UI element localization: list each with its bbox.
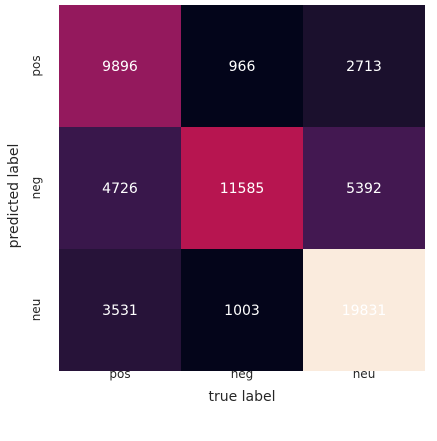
heatmap-cell-neu-neu [303, 249, 425, 371]
cell-value-neu-neu: 19831 [342, 303, 387, 319]
cell-value-pos-neg: 966 [229, 59, 256, 75]
cell-value-labels: 9896 966 2713 4726 11585 5392 3531 1003 19831 [102, 59, 386, 319]
heatmap-cell-neg-pos [59, 127, 181, 249]
y-tick-labels: pos neg neu [29, 55, 43, 321]
heatmap-cell-pos-neg [181, 5, 303, 127]
heatmap-cell-neg-neg [181, 127, 303, 249]
x-tick-label-neu: neu [353, 367, 376, 381]
y-axis-label: predicted label [6, 144, 22, 249]
y-tick-label-neu: neu [29, 299, 43, 322]
y-tick-label-neg: neg [29, 177, 43, 200]
heatmap-cell-pos-neu [303, 5, 425, 127]
heatmap-cell-pos-pos [59, 5, 181, 127]
cell-value-neg-neg: 11585 [220, 181, 265, 197]
cell-value-neu-pos: 3531 [102, 303, 138, 319]
heatmap-cell-neu-neg [181, 249, 303, 371]
cell-value-neg-neu: 5392 [346, 181, 382, 197]
y-tick-label-pos: pos [29, 55, 43, 76]
heatmap-cell-neu-pos [59, 249, 181, 371]
x-tick-labels: pos neg neu [109, 367, 375, 381]
heatmap-cells [59, 5, 425, 371]
cell-value-pos-pos: 9896 [102, 59, 138, 75]
x-tick-label-pos: pos [109, 367, 130, 381]
cell-value-neu-neg: 1003 [224, 303, 260, 319]
cell-value-neg-pos: 4726 [102, 181, 138, 197]
heatmap-cell-neg-neu [303, 127, 425, 249]
cell-value-pos-neu: 2713 [346, 59, 382, 75]
x-axis-label: true label [208, 389, 275, 405]
x-tick-label-neg: neg [231, 367, 254, 381]
